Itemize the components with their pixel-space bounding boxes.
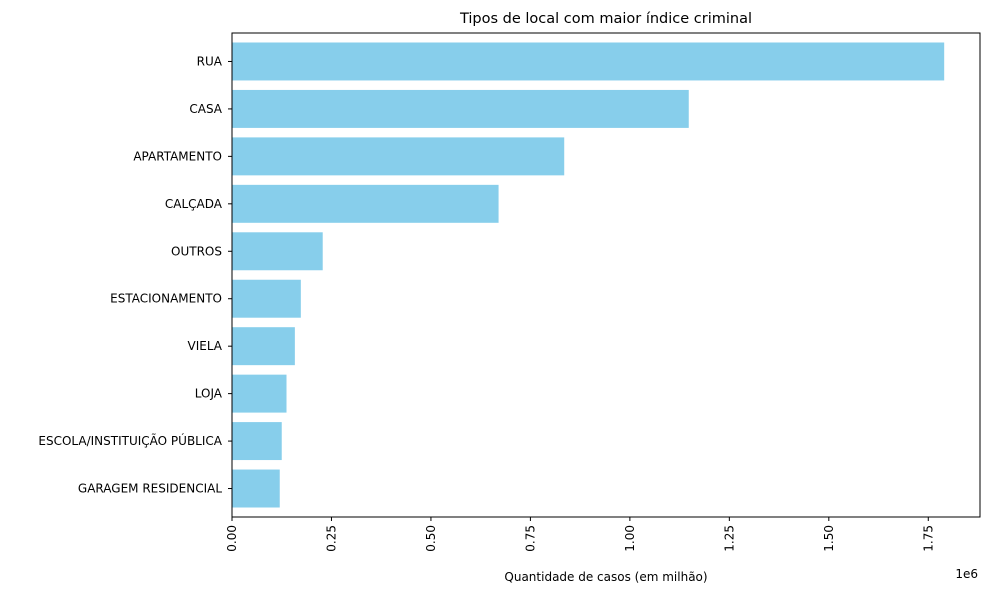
x-axis-offset-text: 1e6 <box>955 567 978 581</box>
x-tick-label: 1.50 <box>822 525 836 552</box>
y-tick-label: ESCOLA/INSTITUIÇÃO PÚBLICA <box>38 433 222 448</box>
bar <box>232 279 301 318</box>
x-axis-ticks: 0.00 0.25 0.50 0.75 1.00 1.25 1.50 1.75 <box>225 517 935 552</box>
y-tick-label: GARAGEM RESIDENCIAL <box>78 482 222 496</box>
bar <box>232 232 323 271</box>
bar <box>232 137 565 176</box>
bar <box>232 327 295 366</box>
y-tick-label: RUA <box>197 54 223 68</box>
x-axis-label: Quantidade de casos (em milhão) <box>504 570 707 584</box>
y-tick-label: OUTROS <box>171 244 222 258</box>
y-tick-label: APARTAMENTO <box>133 149 222 163</box>
plot-frame <box>231 32 981 518</box>
bar <box>232 184 499 223</box>
y-axis-ticks: RUA CASA APARTAMENTO CALÇADA OUTROS ESTACIONA… <box>38 54 232 496</box>
bars-group <box>232 42 945 508</box>
bar <box>232 422 282 461</box>
x-tick-label: 1.75 <box>921 525 935 552</box>
y-tick-label: VIELA <box>188 339 223 353</box>
chart-title: Tipos de local com maior índice criminal <box>459 11 752 27</box>
y-tick-label: CASA <box>189 102 222 116</box>
bar <box>232 374 287 413</box>
bar <box>232 42 945 81</box>
y-tick-label: CALÇADA <box>165 197 223 211</box>
x-tick-label: 0.50 <box>424 525 438 552</box>
y-tick-label: LOJA <box>195 387 223 401</box>
bar <box>232 469 280 508</box>
bar <box>232 89 689 128</box>
x-tick-label: 0.75 <box>523 525 537 552</box>
x-tick-label: 0.25 <box>324 525 338 552</box>
x-tick-label: 1.25 <box>722 525 736 552</box>
x-tick-label: 1.00 <box>623 525 637 552</box>
x-tick-label: 0.00 <box>225 525 239 552</box>
y-tick-label: ESTACIONAMENTO <box>110 292 222 306</box>
